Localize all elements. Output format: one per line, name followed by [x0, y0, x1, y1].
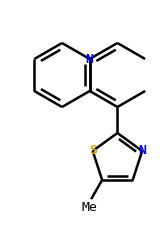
Text: Me: Me: [81, 201, 97, 214]
Text: S: S: [89, 145, 97, 157]
Text: N: N: [86, 53, 94, 65]
Text: N: N: [138, 145, 146, 157]
